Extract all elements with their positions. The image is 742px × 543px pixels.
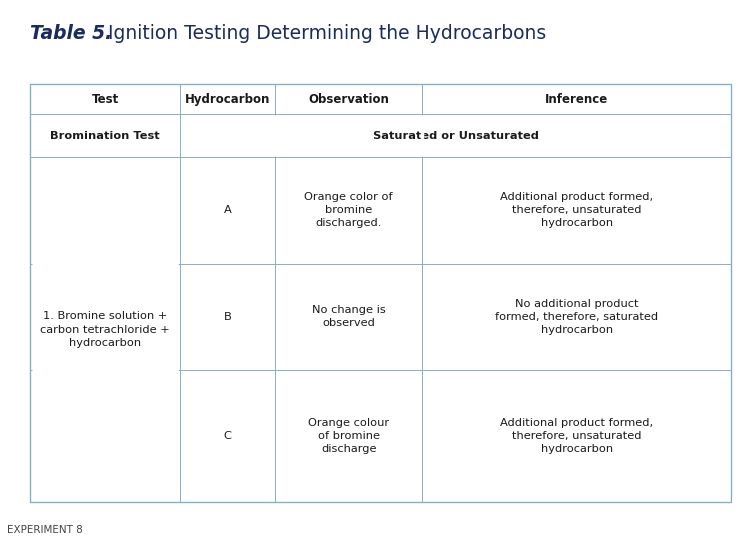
Text: Inference: Inference (545, 93, 608, 106)
Text: C: C (224, 431, 232, 441)
Text: Hydrocarbon: Hydrocarbon (185, 93, 270, 106)
Text: Orange colour
of bromine
discharge: Orange colour of bromine discharge (308, 418, 390, 454)
Text: EXPERIMENT 8: EXPERIMENT 8 (7, 525, 83, 535)
Text: B: B (224, 312, 232, 322)
Text: Table 5.: Table 5. (30, 24, 112, 43)
Text: Additional product formed,
therefore, unsaturated
hydrocarbon: Additional product formed, therefore, un… (500, 418, 653, 454)
Text: Ignition Testing Determining the Hydrocarbons: Ignition Testing Determining the Hydroca… (102, 24, 547, 43)
Bar (30, 84, 731, 502)
Text: No additional product
formed, therefore, saturated
hydrocarbon: No additional product formed, therefore,… (495, 299, 658, 335)
Text: Additional product formed,
therefore, unsaturated
hydrocarbon: Additional product formed, therefore, un… (500, 192, 653, 229)
Text: Observation: Observation (308, 93, 389, 106)
Text: Bromination Test: Bromination Test (50, 131, 160, 141)
Text: Saturated or Unsaturated: Saturated or Unsaturated (372, 131, 539, 141)
Text: No change is
observed: No change is observed (312, 305, 386, 329)
Text: Orange color of
bromine
discharged.: Orange color of bromine discharged. (304, 192, 393, 229)
Text: A: A (224, 205, 232, 215)
Text: Test: Test (91, 93, 119, 106)
Text: 1. Bromine solution +
carbon tetrachloride +
hydrocarbon: 1. Bromine solution + carbon tetrachlori… (40, 311, 170, 348)
